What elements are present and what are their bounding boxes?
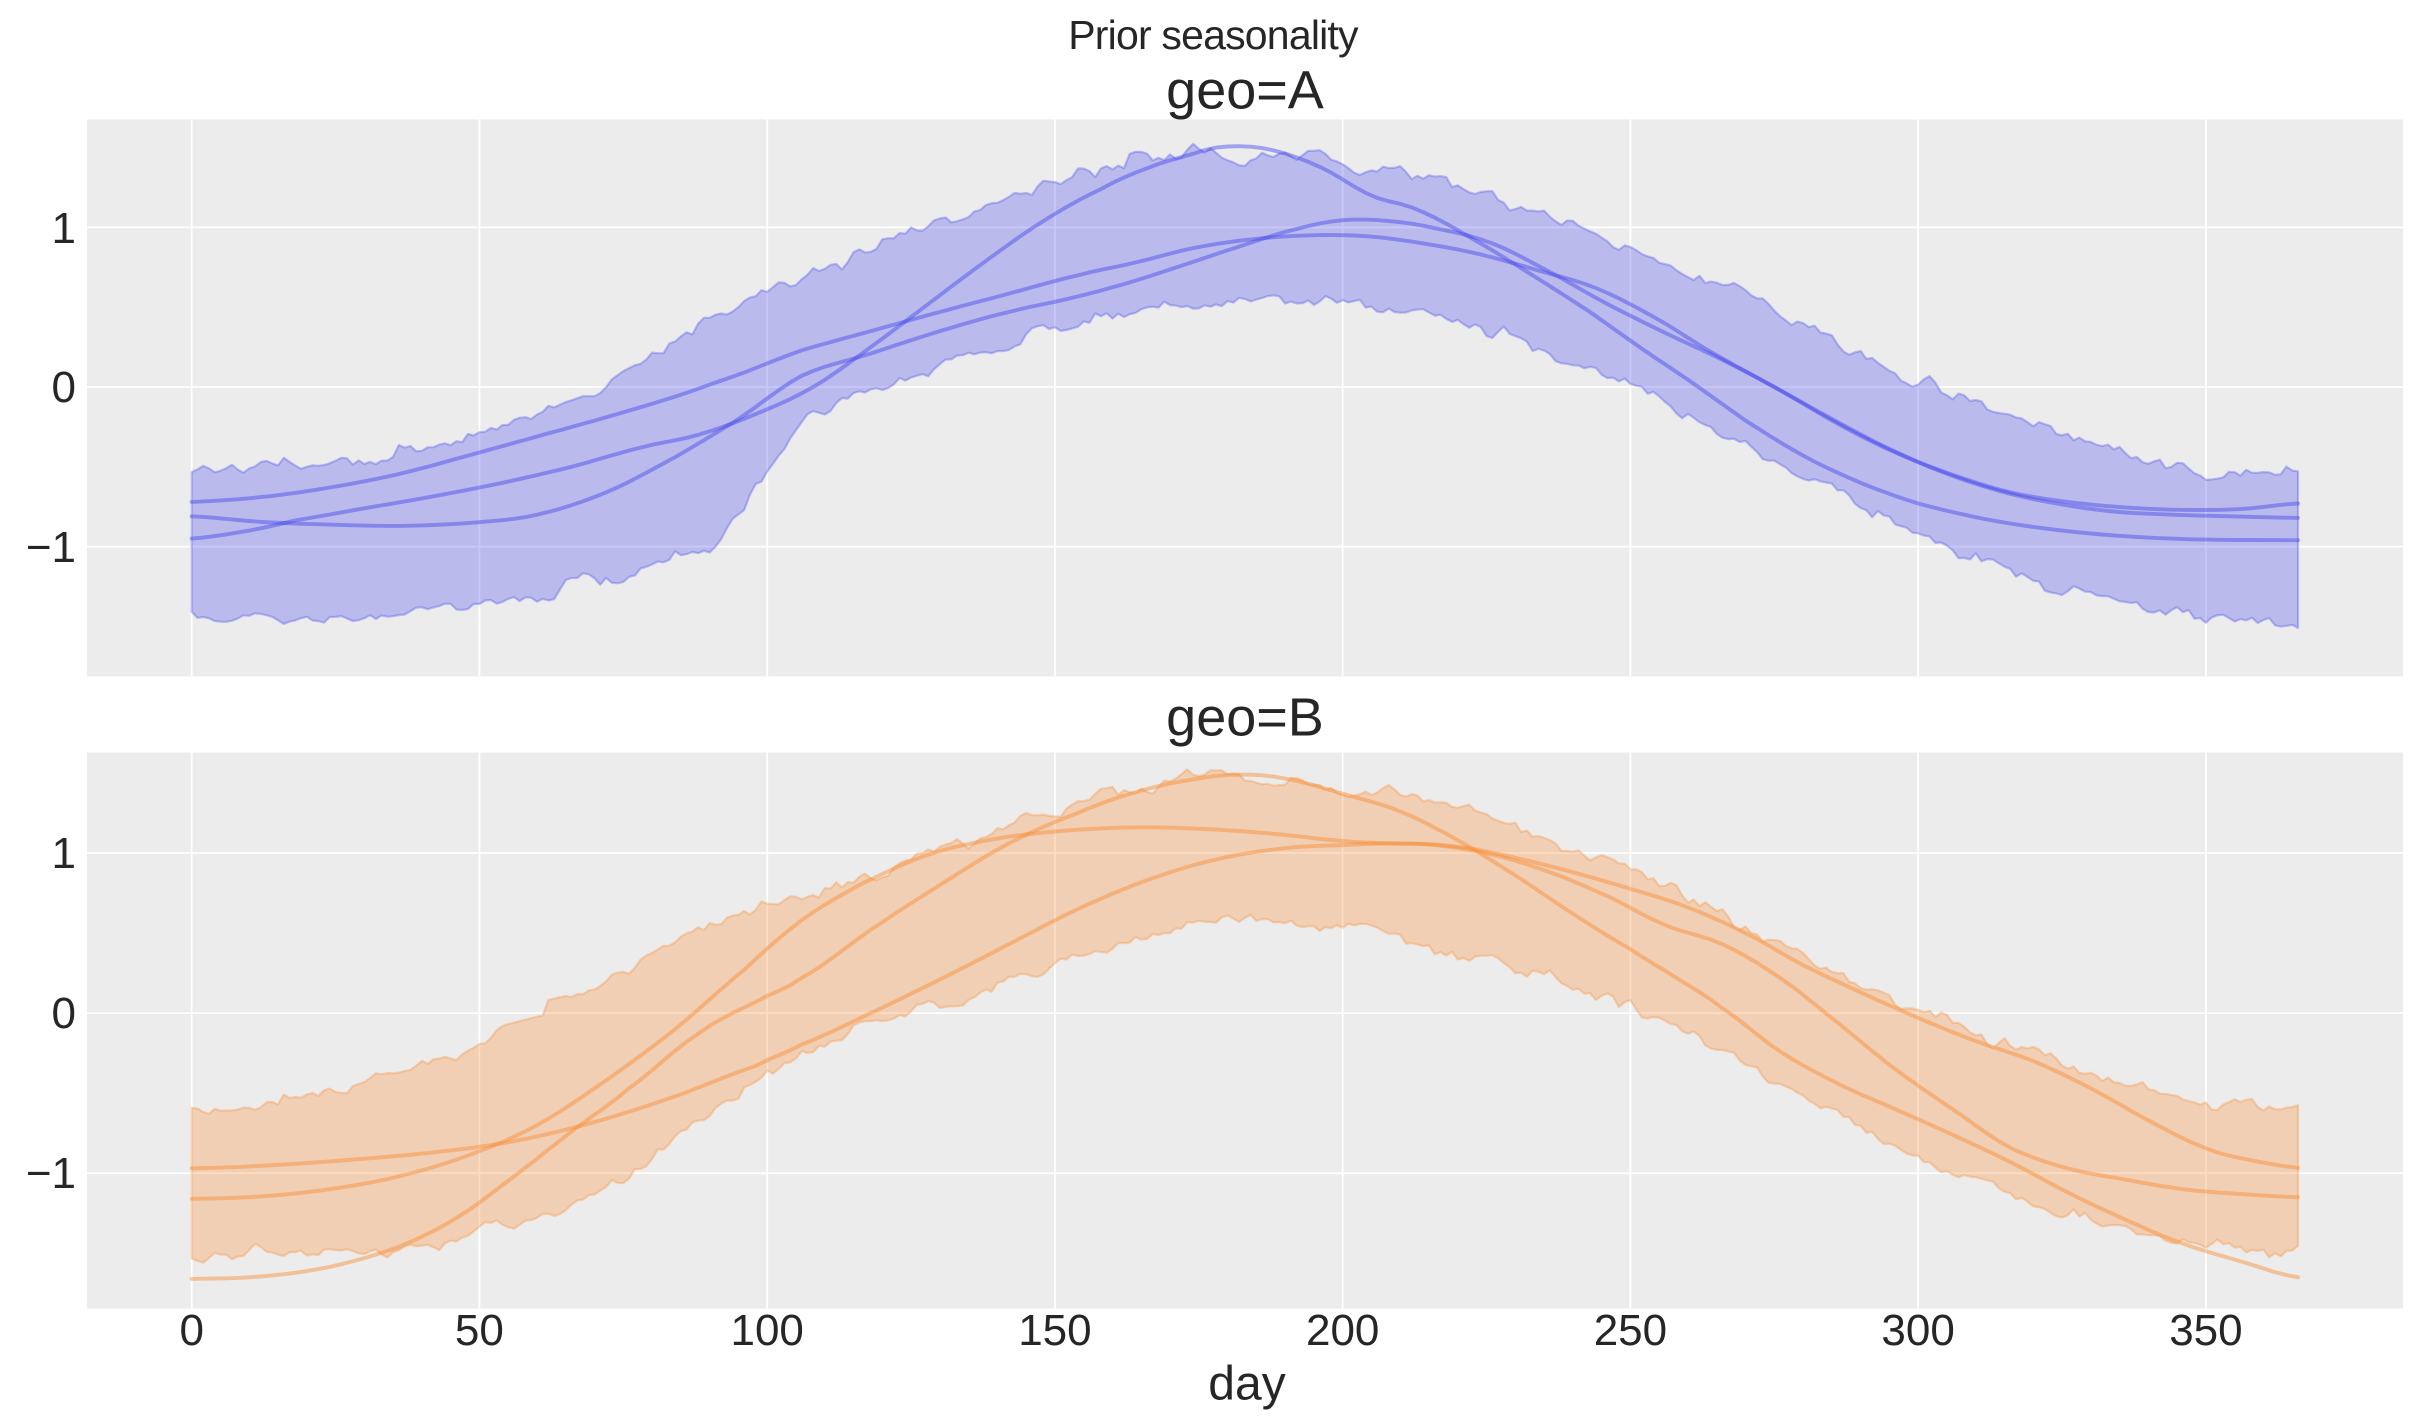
svg-text:300: 300 bbox=[1881, 1306, 1954, 1355]
svg-text:day: day bbox=[1208, 1357, 1285, 1410]
svg-text:250: 250 bbox=[1594, 1306, 1667, 1355]
svg-text:0: 0 bbox=[52, 989, 76, 1038]
svg-text:1: 1 bbox=[52, 829, 76, 878]
svg-text:150: 150 bbox=[1018, 1306, 1091, 1355]
svg-text:200: 200 bbox=[1306, 1306, 1379, 1355]
svg-text:350: 350 bbox=[2169, 1306, 2242, 1355]
svg-text:50: 50 bbox=[455, 1306, 504, 1355]
svg-text:−1: −1 bbox=[26, 523, 76, 572]
svg-text:0: 0 bbox=[179, 1306, 203, 1355]
svg-text:Prior seasonality: Prior seasonality bbox=[1068, 12, 1359, 58]
svg-text:−1: −1 bbox=[26, 1149, 76, 1198]
svg-text:1: 1 bbox=[52, 204, 76, 253]
svg-text:100: 100 bbox=[730, 1306, 803, 1355]
svg-text:geo=B: geo=B bbox=[1166, 687, 1324, 747]
svg-text:0: 0 bbox=[52, 363, 76, 412]
svg-text:geo=A: geo=A bbox=[1166, 61, 1324, 121]
